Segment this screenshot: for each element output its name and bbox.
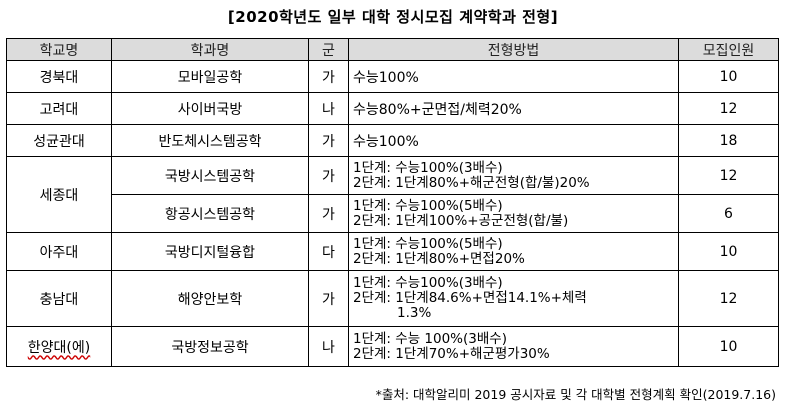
group-cell: 가 <box>308 60 349 93</box>
method-cell: 1단계: 수능100%(5배수) 2단계: 1단계100%+공군전형(합/불) <box>348 194 679 233</box>
method-line: 수능100% <box>353 133 419 150</box>
group-cell: 가 <box>308 194 349 233</box>
table-row: 항공시스템공학 가 1단계: 수능100%(5배수) 2단계: 1단계100%+… <box>7 194 779 233</box>
department-cell: 반도체시스템공학 <box>111 124 309 157</box>
school-cell: 경북대 <box>6 60 112 93</box>
method-line: 1단계: 수능100%(3배수) <box>353 275 503 291</box>
table-row: 아주대 국방디지털융합 다 1단계: 수능100%(5배수) 2단계: 1단계8… <box>6 232 779 271</box>
department-cell: 국방시스템공학 <box>111 156 309 195</box>
school-cell: 한양대(에) <box>6 326 112 367</box>
table-header-row: 학교명 학과명 군 전형방법 모집인원 <box>6 38 779 61</box>
count-cell: 6 <box>678 194 779 233</box>
method-line: 1단계: 수능100%(3배수) <box>353 159 503 176</box>
method-cell: 수능100% <box>348 124 679 157</box>
method-cell: 수능100% <box>348 60 679 93</box>
department-cell: 사이버국방 <box>111 92 309 125</box>
count-cell: 10 <box>678 232 779 271</box>
group-cell: 가 <box>308 124 349 157</box>
header-method: 전형방법 <box>348 38 679 61</box>
method-cell: 수능80%+군면접/체력20% <box>348 92 679 125</box>
method-line: 1단계: 수능100%(5배수) <box>353 197 503 214</box>
table-row: 한양대(에) 국방정보공학 나 1단계: 수능 100%(3배수) 2단계: 1… <box>6 326 779 367</box>
method-cell: 1단계: 수능100%(5배수) 2단계: 1단계80%+면접20% <box>348 232 679 271</box>
header-count: 모집인원 <box>678 38 779 61</box>
department-cell: 모바일공학 <box>111 60 309 93</box>
method-line: 1.3% <box>397 305 432 321</box>
department-cell: 국방정보공학 <box>111 326 309 367</box>
school-cell: 고려대 <box>6 92 112 125</box>
table-row: 경북대 모바일공학 가 수능100% 10 <box>6 60 779 93</box>
method-line: 1단계: 수능100%(5배수) <box>353 235 503 252</box>
method-line: 수능80%+군면접/체력20% <box>353 101 522 118</box>
page-title: [2020학년도 일부 대학 정시모집 계약학과 전형] <box>227 8 559 26</box>
count-cell: 12 <box>678 92 779 125</box>
method-line: 2단계: 1단계70%+해군평가30% <box>353 345 550 362</box>
method-line: 수능100% <box>353 69 419 86</box>
count-cell: 18 <box>678 124 779 157</box>
method-line: 2단계: 1단계100%+공군전형(합/불) <box>353 212 569 229</box>
group-cell: 나 <box>308 92 349 125</box>
table-row: 고려대 사이버국방 나 수능80%+군면접/체력20% 12 <box>6 92 779 125</box>
department-cell: 국방디지털융합 <box>111 232 309 271</box>
group-cell: 나 <box>308 326 349 367</box>
group-cell: 다 <box>308 232 349 271</box>
method-cell: 1단계: 수능100%(3배수) 2단계: 1단계80%+해군전형(합/불)20… <box>348 156 679 195</box>
header-department: 학과명 <box>111 38 309 61</box>
count-cell: 12 <box>678 156 779 195</box>
method-line: 1단계: 수능 100%(3배수) <box>353 330 507 347</box>
table-row: 충남대 해양안보학 가 1단계: 수능100%(3배수) 2단계: 1단계84.… <box>6 270 779 327</box>
source-note: *출처: 대학알리미 2019 공시자료 및 각 대학별 전형계획 확인(201… <box>375 387 776 402</box>
school-name: 한양대(에) <box>27 339 91 356</box>
table-row: 세종대 국방시스템공학 가 1단계: 수능100%(3배수) 2단계: 1단계8… <box>6 156 779 233</box>
school-cell: 충남대 <box>6 270 112 327</box>
method-line: 2단계: 1단계84.6%+면접14.1%+체력 <box>353 290 587 306</box>
count-cell: 12 <box>678 270 779 327</box>
method-cell: 1단계: 수능100%(3배수) 2단계: 1단계84.6%+면접14.1%+체… <box>348 270 679 327</box>
header-school: 학교명 <box>6 38 112 61</box>
department-cell: 항공시스템공학 <box>111 194 309 233</box>
method-line: 2단계: 1단계80%+해군전형(합/불)20% <box>353 174 590 191</box>
method-cell: 1단계: 수능 100%(3배수) 2단계: 1단계70%+해군평가30% <box>348 326 679 367</box>
group-cell: 가 <box>308 270 349 327</box>
admission-table: 학교명 학과명 군 전형방법 모집인원 경북대 모바일공학 가 수능100% 1… <box>6 38 779 367</box>
header-group: 군 <box>308 38 349 61</box>
group-cell: 가 <box>308 156 349 195</box>
school-cell: 성균관대 <box>6 124 112 157</box>
count-cell: 10 <box>678 326 779 367</box>
school-cell: 세종대 <box>6 156 112 233</box>
department-cell: 해양안보학 <box>111 270 309 327</box>
method-line: 2단계: 1단계80%+면접20% <box>353 250 525 267</box>
school-cell: 아주대 <box>6 232 112 271</box>
count-cell: 10 <box>678 60 779 93</box>
table-row: 성균관대 반도체시스템공학 가 수능100% 18 <box>6 124 779 157</box>
